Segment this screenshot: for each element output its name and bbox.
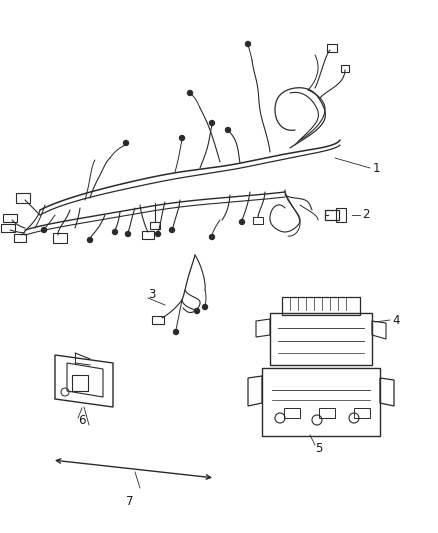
Bar [262,368,380,436]
Bar [325,210,339,220]
Text: 3: 3 [148,288,155,302]
Bar [354,408,370,418]
Bar [53,233,67,243]
Circle shape [173,329,179,335]
Circle shape [226,127,230,133]
Circle shape [187,91,192,95]
Text: 4: 4 [392,313,399,327]
Bar [336,208,346,222]
Bar [152,316,164,324]
Circle shape [202,304,208,310]
Circle shape [126,231,131,237]
Bar [319,408,335,418]
Circle shape [155,231,160,237]
Circle shape [209,235,215,239]
Text: 6: 6 [78,414,85,426]
Bar [16,193,30,203]
Circle shape [180,135,184,141]
Bar [72,375,88,391]
Circle shape [42,228,46,232]
Circle shape [113,230,117,235]
Circle shape [240,220,244,224]
Circle shape [124,141,128,146]
Bar [341,64,349,71]
Bar [1,224,15,232]
Bar [150,222,160,229]
Text: 5: 5 [315,441,322,455]
Circle shape [209,120,215,125]
Bar [270,313,372,365]
Circle shape [194,309,199,313]
Text: 1: 1 [373,161,381,174]
Text: 2: 2 [362,208,370,222]
Bar [253,216,263,223]
Circle shape [246,42,251,46]
Bar [3,214,17,222]
Bar [327,44,337,52]
Bar [14,234,26,242]
Bar [142,231,154,239]
Bar [282,297,360,315]
Bar [284,408,300,418]
Circle shape [170,228,174,232]
Text: 7: 7 [126,495,134,508]
Circle shape [88,238,92,243]
